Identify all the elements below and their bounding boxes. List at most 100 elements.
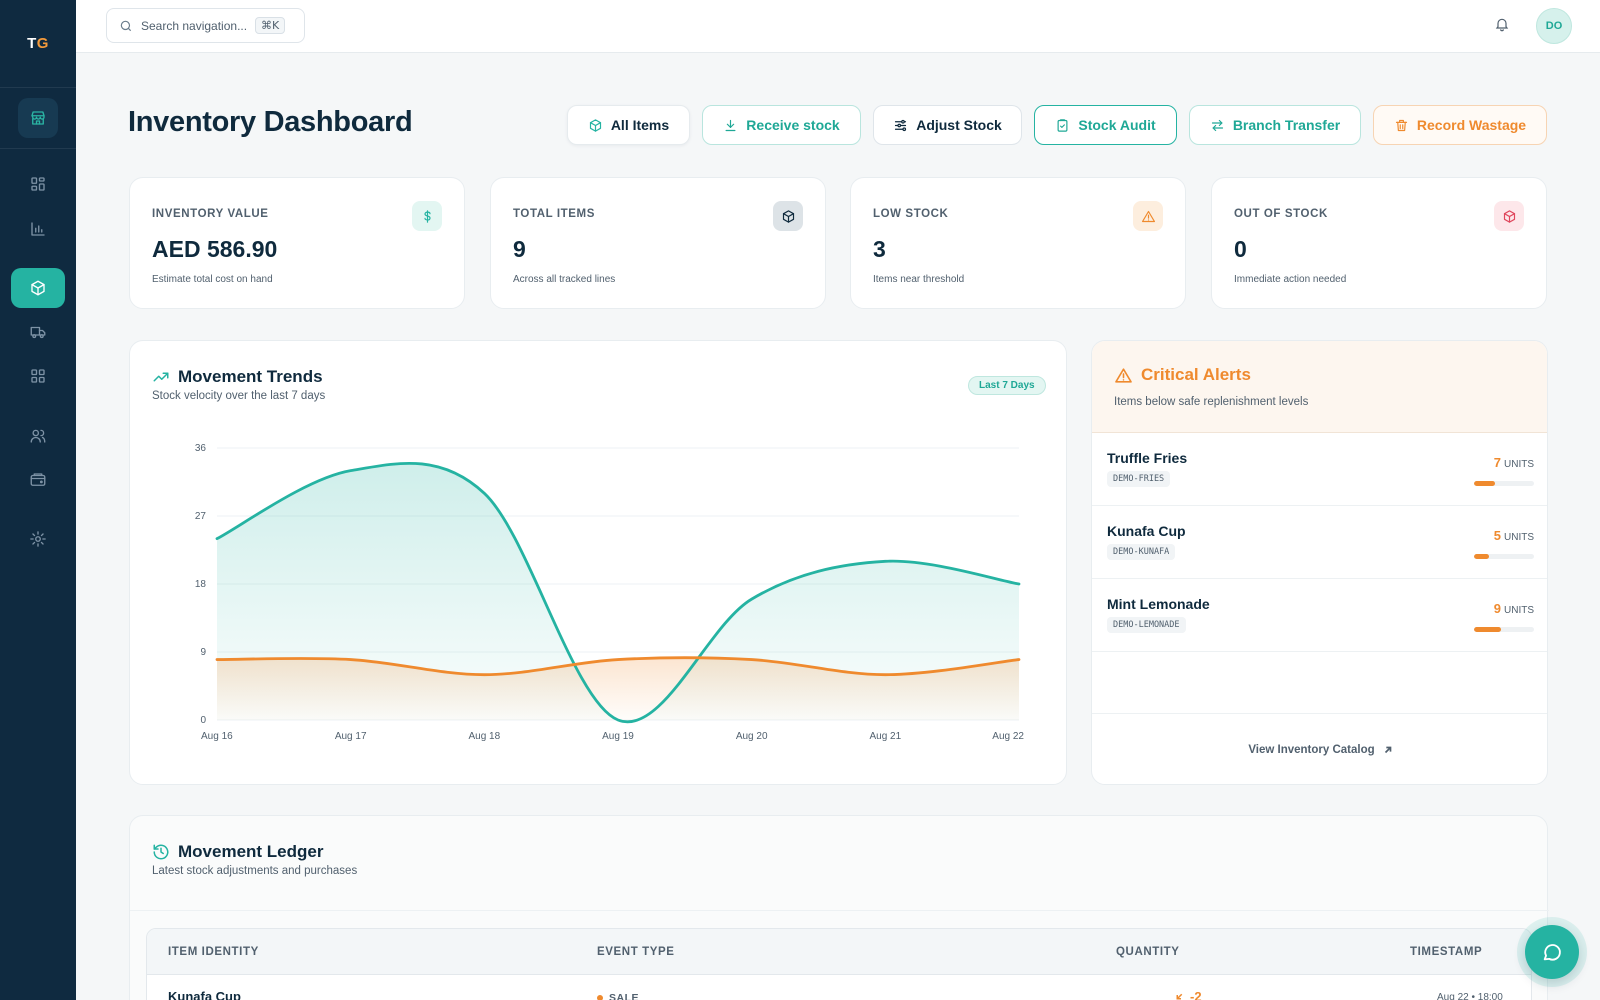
stock-audit-button[interactable]: Stock Audit xyxy=(1034,105,1177,145)
row-quantity: -2 xyxy=(1175,989,1202,1000)
adjust-stock-button[interactable]: Adjust Stock xyxy=(873,105,1022,145)
alert-qty-value: 9 xyxy=(1493,601,1501,616)
sidebar-divider xyxy=(0,148,76,149)
y-tick-label: 27 xyxy=(195,511,207,522)
alert-item-code: DEMO-FRIES xyxy=(1107,471,1171,487)
sidebar-item-apps[interactable] xyxy=(18,356,58,396)
stat-label: LOW STOCK xyxy=(873,208,949,220)
sidebar-item-wallet[interactable] xyxy=(18,460,58,500)
alert-qty-value: 7 xyxy=(1493,455,1501,470)
stat-icon-badge xyxy=(1133,201,1163,231)
sidebar-item-reports[interactable] xyxy=(18,209,58,249)
alert-item[interactable]: Kunafa Cup DEMO-KUNAFA 5 UNITS xyxy=(1092,506,1547,579)
all-items-button[interactable]: All Items xyxy=(567,105,690,145)
column-header-timestamp[interactable]: TIMESTAMP xyxy=(1410,946,1483,958)
x-tick-label: Aug 20 xyxy=(736,731,768,742)
y-tick-label: 36 xyxy=(195,443,207,454)
receive-stock-button[interactable]: Receive stock xyxy=(702,105,861,145)
alert-item-code: DEMO-KUNAFA xyxy=(1107,544,1176,560)
top-bar: ⌘K DO xyxy=(76,0,1600,53)
bar-chart-icon xyxy=(31,222,45,236)
event-status-dot xyxy=(597,995,603,1000)
branch-transfer-button[interactable]: Branch Transfer xyxy=(1189,105,1361,145)
view-inventory-catalog-link[interactable]: View Inventory Catalog xyxy=(1092,713,1547,784)
column-header-item[interactable]: ITEM IDENTITY xyxy=(168,946,259,958)
movement-ledger-card: Movement Ledger Latest stock adjustments… xyxy=(129,815,1549,1000)
alert-stock-level-fill xyxy=(1474,627,1501,632)
box-alert-icon xyxy=(1503,209,1515,223)
stat-label: INVENTORY VALUE xyxy=(152,208,269,220)
alert-item[interactable]: Mint Lemonade DEMO-LEMONADE 9 UNITS xyxy=(1092,579,1547,652)
series-line-0 xyxy=(215,461,1021,724)
alert-stock-level-fill xyxy=(1474,554,1489,559)
stat-value: 0 xyxy=(1234,236,1247,262)
truck-icon xyxy=(30,326,46,339)
search-shortcut-hint: ⌘K xyxy=(255,17,286,34)
record-wastage-button[interactable]: Record Wastage xyxy=(1373,105,1547,145)
stat-icon-badge xyxy=(412,201,442,231)
column-header-event[interactable]: EVENT TYPE xyxy=(597,946,675,958)
trash-icon xyxy=(1395,119,1407,131)
alert-item-quantity: 5 UNITS xyxy=(1494,528,1534,543)
stock-audit-label: Stock Audit xyxy=(1078,117,1156,133)
box-icon xyxy=(782,209,794,223)
alert-qty-unit: UNITS xyxy=(1504,605,1534,616)
users-icon xyxy=(30,429,46,443)
movement-trends-title: Movement Trends xyxy=(178,367,323,386)
movement-ledger-heading: Movement Ledger xyxy=(152,842,323,862)
table-header: ITEM IDENTITY EVENT TYPE QUANTITY TIMEST… xyxy=(147,929,1531,975)
movement-trends-heading: Movement Trends xyxy=(152,367,323,387)
bell-icon xyxy=(1495,18,1509,32)
series-area-0 xyxy=(217,463,1019,722)
x-tick-label: Aug 17 xyxy=(335,731,367,742)
y-tick-label: 18 xyxy=(195,579,207,590)
movement-trends-card: Movement Trends Stock velocity over the … xyxy=(129,340,1067,785)
x-tick-label: Aug 18 xyxy=(468,731,500,742)
movement-trends-subtitle: Stock velocity over the last 7 days xyxy=(152,390,326,402)
alert-item-name: Mint Lemonade xyxy=(1107,596,1210,612)
column-header-quantity[interactable]: QUANTITY xyxy=(1116,946,1180,958)
movement-ledger-title: Movement Ledger xyxy=(178,842,324,861)
stat-caption: Estimate total cost on hand xyxy=(152,274,273,285)
critical-alerts-title: Critical Alerts xyxy=(1141,365,1251,384)
search-icon xyxy=(120,20,132,31)
chat-button[interactable] xyxy=(1525,925,1579,979)
movement-ledger-subtitle: Latest stock adjustments and purchases xyxy=(152,865,358,877)
gear-icon xyxy=(30,531,46,547)
alert-qty-unit: UNITS xyxy=(1504,532,1534,543)
stat-value: AED 586.90 xyxy=(152,236,278,262)
stat-card-inventory-value: INVENTORY VALUE AED 586.90 Estimate tota… xyxy=(129,177,465,309)
sliders-icon xyxy=(895,119,907,131)
search-input[interactable] xyxy=(141,18,253,33)
row-event-type: SALE xyxy=(597,992,639,1000)
stat-card-out-of-stock: OUT OF STOCK 0 Immediate action needed xyxy=(1211,177,1547,309)
y-tick-label: 0 xyxy=(200,715,206,726)
trending-up-icon xyxy=(153,372,169,382)
sidebar-item-users[interactable] xyxy=(18,416,58,456)
user-avatar[interactable]: DO xyxy=(1536,8,1572,44)
alert-item[interactable]: Truffle Fries DEMO-FRIES 7 UNITS xyxy=(1092,433,1547,506)
external-arrow-icon xyxy=(1384,746,1391,754)
sidebar-item-deliveries[interactable] xyxy=(18,312,58,352)
stat-icon-badge xyxy=(1494,201,1524,231)
warning-icon xyxy=(1115,367,1132,383)
stat-icon-badge xyxy=(773,201,803,231)
adjust-stock-label: Adjust Stock xyxy=(916,117,1002,133)
sidebar-item-store[interactable] xyxy=(18,98,58,138)
stat-label: TOTAL ITEMS xyxy=(513,208,595,220)
all-items-label: All Items xyxy=(610,117,670,133)
transfer-arrows-icon xyxy=(1211,119,1223,131)
sidebar-item-inventory[interactable] xyxy=(11,268,65,308)
x-tick-label: Aug 21 xyxy=(869,731,901,742)
apps-grid-icon xyxy=(31,369,45,383)
alert-item-quantity: 7 UNITS xyxy=(1494,455,1534,470)
date-range-badge[interactable]: Last 7 Days xyxy=(968,376,1046,395)
stat-label: OUT OF STOCK xyxy=(1234,208,1328,220)
notifications-button[interactable] xyxy=(1494,16,1514,36)
search-box[interactable]: ⌘K xyxy=(106,8,305,43)
sidebar-item-dashboard[interactable] xyxy=(18,164,58,204)
alert-item-quantity: 9 UNITS xyxy=(1494,601,1534,616)
sidebar-item-settings[interactable] xyxy=(18,519,58,559)
